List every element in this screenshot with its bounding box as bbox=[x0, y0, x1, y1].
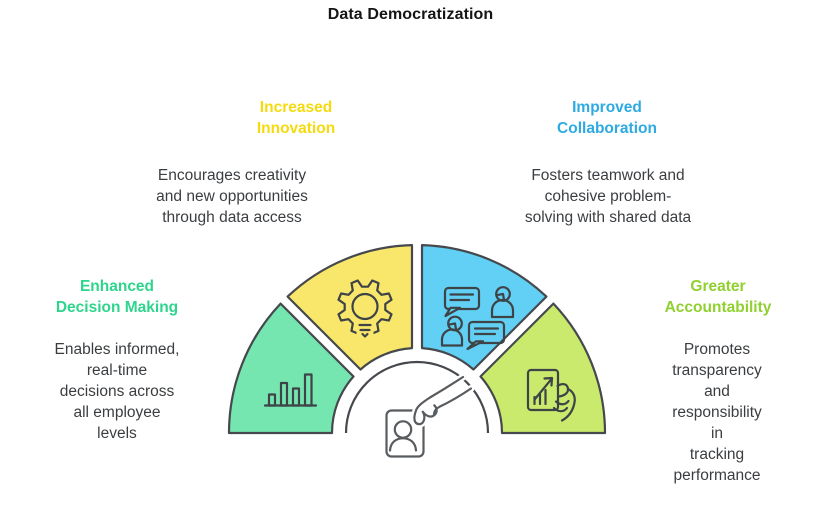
person-body bbox=[440, 328, 464, 347]
id-badge bbox=[385, 409, 425, 458]
speech-bubble-tail bbox=[466, 340, 485, 351]
holding-hand bbox=[552, 382, 576, 422]
bar-chart-icon bbox=[263, 373, 318, 407]
heading-greater-accountability: Greater Accountability bbox=[664, 278, 772, 316]
gear-lightbulb-icon bbox=[337, 279, 393, 340]
body-enhanced-decision-making: Enables informed, real-time decisions ac… bbox=[54, 341, 180, 442]
hand-halo bbox=[410, 373, 475, 428]
badge-person-shoulders bbox=[388, 437, 418, 452]
segment-enhanced-decision-making bbox=[227, 302, 355, 435]
speech-bubble bbox=[467, 320, 506, 345]
hand-id-badge-icon bbox=[385, 373, 475, 458]
inner-arc bbox=[344, 360, 490, 434]
speech-bubble-tail bbox=[444, 306, 462, 318]
heading-improved-collaboration: Improved Collaboration bbox=[557, 99, 657, 137]
segment-increased-innovation bbox=[286, 244, 414, 371]
heading-enhanced-decision-making: Enhanced Decision Making bbox=[55, 278, 179, 316]
lightbulb bbox=[351, 292, 379, 321]
body-increased-innovation: Encourages creativity and new opportunit… bbox=[156, 167, 308, 226]
speech-bubble bbox=[443, 286, 481, 311]
body-improved-collaboration: Fosters teamwork and cohesive problem- s… bbox=[524, 167, 692, 226]
people-chat-icon bbox=[440, 286, 515, 351]
document bbox=[526, 368, 560, 412]
growth-arrow bbox=[533, 377, 553, 401]
picking-hand bbox=[413, 375, 473, 426]
body-greater-accountability: Promotes transparency and responsibility… bbox=[672, 341, 762, 484]
page-title: Data Democratization bbox=[327, 6, 494, 23]
document-growth-icon bbox=[526, 368, 576, 422]
heading-increased-innovation: Increased Innovation bbox=[256, 99, 336, 137]
segment-improved-collaboration bbox=[420, 244, 548, 371]
person-body bbox=[490, 298, 515, 319]
